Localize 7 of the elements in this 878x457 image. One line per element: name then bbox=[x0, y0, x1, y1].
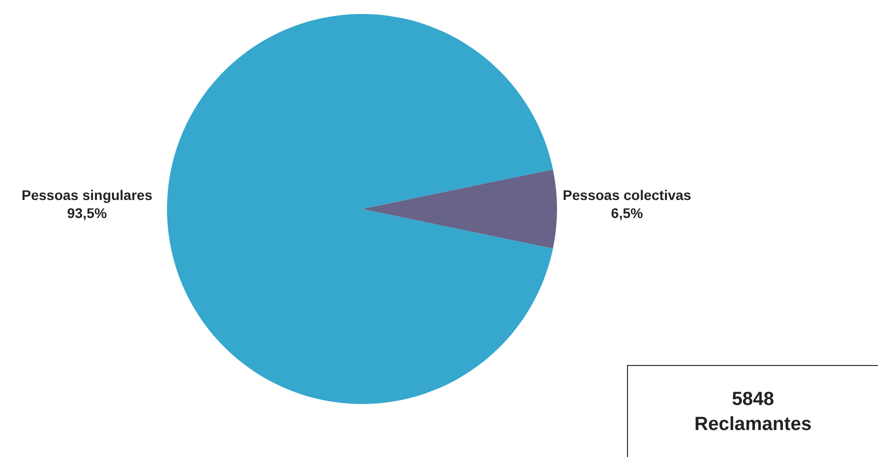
slice-label: Pessoas singulares bbox=[22, 187, 153, 203]
data-label: 6,5% bbox=[611, 205, 644, 221]
text: 5848 Reclamantes bbox=[627, 365, 878, 457]
pie-slice bbox=[167, 14, 553, 404]
data-label: 93,5% bbox=[67, 205, 108, 221]
pie-slice bbox=[362, 169, 557, 249]
slice-label: Pessoas colectivas bbox=[562, 187, 692, 203]
